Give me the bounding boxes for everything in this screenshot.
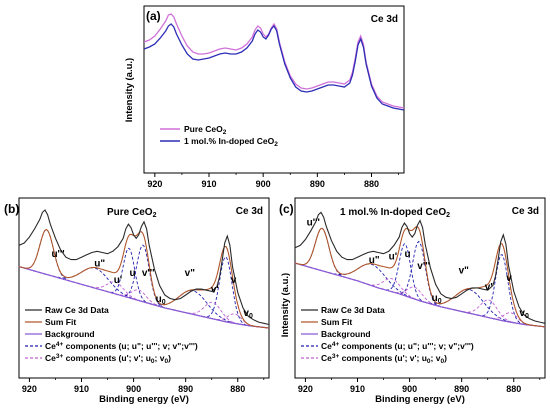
panel-c-peak-label-9: v0 <box>519 308 529 320</box>
panel-c-peak-label-0: u''' <box>307 217 320 228</box>
panel-b-x-axis-label: Binding energy (eV) <box>99 394 189 405</box>
panel-a-x-ticks: 920 910 900 890 880 <box>147 173 399 189</box>
panel-b-x-tick-label-910: 910 <box>74 384 89 394</box>
panel-a-x-tick-label-890: 890 <box>310 179 325 189</box>
panel-c-peak-label-3: u <box>404 249 410 260</box>
panel-b-sum-fit-line <box>18 228 270 329</box>
panel-c-y-axis-label: Intensity (a.u.) <box>280 273 291 337</box>
panel-c-raw-data-line <box>294 211 546 324</box>
panel-c-x-tick-label-900: 900 <box>402 384 417 394</box>
panel-b-background-line <box>18 266 270 329</box>
panel-b-peak-label-8: v <box>231 275 237 286</box>
panel-b-x-tick-label-880: 880 <box>230 384 245 394</box>
legend-label-ce3: Ce3+ components (u'; v'; u0; v0) <box>321 353 447 365</box>
panel-b-ce4-component-3 <box>18 244 270 329</box>
panel-c-peak-label-5: u0 <box>432 293 442 305</box>
panel-b-peak-label-6: v" <box>185 268 196 279</box>
panel-b-x-tick-label-900: 900 <box>126 384 141 394</box>
panel-c-title: 1 mol.% In-doped CeO2 <box>340 207 450 219</box>
panel-b-frame <box>18 197 270 379</box>
panel-c-x-tick-label-920: 920 <box>298 384 313 394</box>
panel-c-frame <box>294 197 546 379</box>
panel-a-corner-label: Ce 3d <box>371 14 398 25</box>
panel-b-corner-label: Ce 3d <box>236 206 263 217</box>
panel-b-letter: (b) <box>4 202 19 216</box>
panel-a-letter: (a) <box>146 9 161 23</box>
panel-c-x-ticks: 920 910 900 890 880 <box>298 378 541 394</box>
panel-c-letter: (c) <box>279 202 294 216</box>
legend-label-sumfit: Sum Fit <box>45 317 76 327</box>
legend-label-ce4: Ce4+ components (u; u"; u'''; v; v";v'''… <box>321 341 474 351</box>
legend-label-ce3: Ce3+ components (u'; v'; u0; v0) <box>45 353 171 365</box>
panel-b-ce4-component-5 <box>18 256 270 329</box>
legend-label-sumfit: Sum Fit <box>321 317 352 327</box>
panel-c-legend: Raw Ce 3d Data Sum Fit Background Ce4+ c… <box>301 305 474 365</box>
panel-c-peak-label-2: u' <box>389 252 398 263</box>
panel-c-peak-label-7: v' <box>485 282 493 293</box>
panel-c-peak-label-6: v" <box>459 266 470 277</box>
panel-c-corner-label: Ce 3d <box>512 206 539 217</box>
panel-b-ce3-component-2 <box>18 266 270 329</box>
panel-b-plot: u''' u" u' u v''' u0 v" v' v v0 <box>18 209 270 329</box>
panel-b-raw-data-line <box>18 209 270 326</box>
legend-label-raw: Raw Ce 3d Data <box>321 305 385 315</box>
panel-b-peak-label-4: v''' <box>142 268 155 279</box>
panel-b-peak-label-2: u' <box>114 275 123 286</box>
panel-b-peak-label-1: u" <box>94 259 105 270</box>
legend-label-background: Background <box>321 329 371 339</box>
panel-b-ce3-component-3 <box>18 266 270 329</box>
panel-c-x-tick-label-910: 910 <box>350 384 365 394</box>
panel-a-y-axis-label: Intensity (a.u.) <box>124 58 135 122</box>
panel-b-peak-label-7: v' <box>211 285 219 296</box>
legend-label-pure: Pure CeO2 <box>184 124 227 136</box>
panel-c-peak-label-4: v''' <box>417 261 430 272</box>
panel-b-legend: Raw Ce 3d Data Sum Fit Background Ce4+ c… <box>25 305 198 365</box>
panel-a-x-tick-label-900: 900 <box>256 179 271 189</box>
panel-c-plot: u''' u" u' u v''' u0 v" v' v v0 <box>294 211 546 328</box>
panel-a-frame <box>143 5 405 174</box>
panel-b-peak-label-5: u0 <box>156 294 166 306</box>
series-line-pure-ceo2 <box>143 13 405 109</box>
series-line-doped-ceo2 <box>143 23 405 111</box>
panel-c-x-axis-label: Binding energy (eV) <box>375 394 465 405</box>
panel-b-x-tick-label-920: 920 <box>22 384 37 394</box>
panel-b-peak-label-9: v0 <box>243 308 253 320</box>
panel-c-peak-label-8: v <box>506 273 512 284</box>
panel-b: (b) Ce 3d Pure CeO2 u''' u" u' u v''' u0 v" v' v… <box>4 197 270 405</box>
panel-c-sum-fit-line <box>294 226 546 328</box>
panel-a-series-group <box>143 13 405 111</box>
legend-label-raw: Raw Ce 3d Data <box>45 305 109 315</box>
legend-label-background: Background <box>45 329 95 339</box>
legend-label-ce4: Ce4+ components (u; u"; u'''; v; v";v'''… <box>45 341 198 351</box>
panel-b-peak-label-3: u <box>129 268 135 279</box>
panel-a-x-tick-label-880: 880 <box>364 179 379 189</box>
panel-c-x-tick-label-890: 890 <box>454 384 469 394</box>
panel-b-x-tick-label-890: 890 <box>178 384 193 394</box>
panel-c-background-line <box>294 262 546 328</box>
panel-c: (c) Ce 3d 1 mol.% In-doped CeO2 Intensit… <box>279 197 546 405</box>
panel-b-x-ticks: 920 910 900 890 880 <box>22 378 265 394</box>
panel-a: (a) Ce 3d Intensity (a.u.) 920 910 900 890 8… <box>124 5 405 189</box>
legend-label-doped: 1 mol.% In-doped CeO2 <box>184 136 278 148</box>
panel-a-x-tick-label-910: 910 <box>201 179 216 189</box>
panel-a-x-tick-label-920: 920 <box>147 179 162 189</box>
panel-c-x-tick-label-880: 880 <box>506 384 521 394</box>
panel-a-legend: Pure CeO2 1 mol.% In-doped CeO2 <box>160 124 278 148</box>
panel-b-peak-label-0: u''' <box>51 249 64 260</box>
panel-b-title: Pure CeO2 <box>107 207 157 219</box>
panel-c-peak-label-1: u" <box>369 255 380 266</box>
